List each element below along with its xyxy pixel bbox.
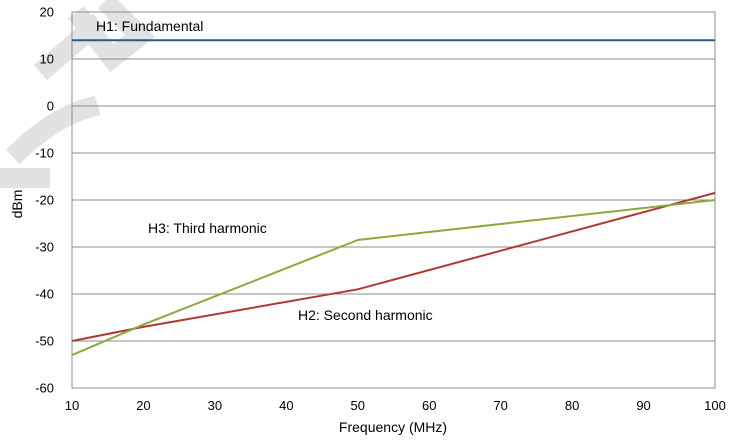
x-axis-ticks: 10 20 30 40 50 60 70 80 90 100 [65, 398, 726, 413]
x-tick-label: 20 [136, 398, 150, 413]
y-axis-label: dBm [9, 190, 25, 219]
series-layer [71, 39, 716, 357]
y-tick-label: -20 [35, 193, 54, 208]
y-tick-label: 0 [47, 99, 54, 114]
y-tick-label: -30 [35, 240, 54, 255]
annotation-h2-second-harmonic: H2: Second harmonic [298, 307, 433, 323]
y-tick-label: -60 [35, 381, 54, 396]
annotation-h3-third-harmonic: H3: Third harmonic [148, 220, 267, 236]
watermark [0, 0, 156, 188]
x-tick-label: 100 [704, 398, 726, 413]
x-tick-label: 90 [636, 398, 650, 413]
series-line-h2 [71, 191, 716, 342]
x-tick-label: 50 [351, 398, 365, 413]
y-tick-label: -10 [35, 146, 54, 161]
x-tick-label: 30 [208, 398, 222, 413]
annotation-h1-fundamental: H1: Fundamental [96, 18, 203, 34]
x-tick-label: 60 [422, 398, 436, 413]
y-tick-label: 10 [40, 52, 54, 67]
x-tick-label: 80 [565, 398, 579, 413]
y-tick-label: -40 [35, 287, 54, 302]
x-tick-label: 40 [279, 398, 293, 413]
y-tick-label: 20 [40, 5, 54, 20]
x-axis-label: Frequency (MHz) [339, 419, 447, 435]
y-axis-ticks: -60 -50 -40 -30 -20 -10 0 10 20 [35, 5, 54, 396]
x-tick-label: 70 [493, 398, 507, 413]
y-tick-label: -50 [35, 334, 54, 349]
gridlines [72, 11, 715, 389]
x-tick-label: 10 [65, 398, 79, 413]
series-line-h3 [71, 199, 716, 357]
